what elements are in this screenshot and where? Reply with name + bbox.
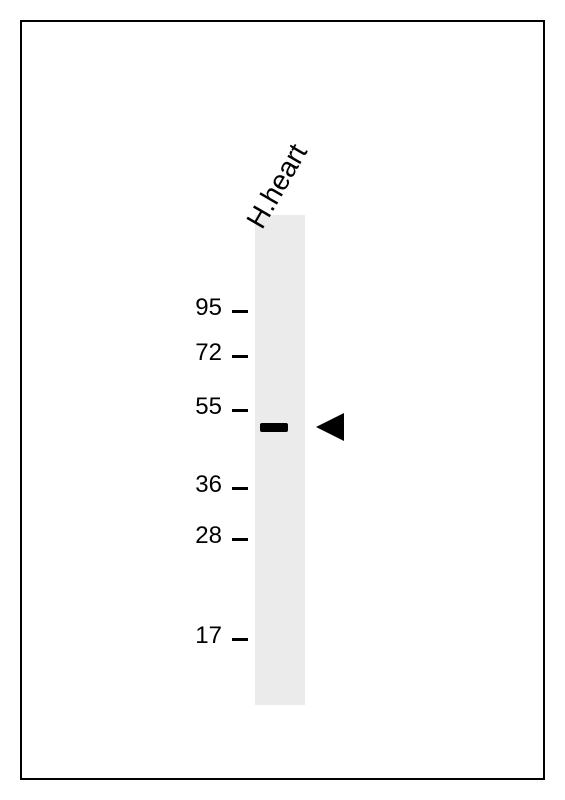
marker-tick-72: [232, 355, 248, 358]
marker-label-36: 36: [195, 471, 222, 499]
blot-lane: [255, 215, 305, 705]
marker-tick-28: [232, 538, 248, 541]
marker-label-55: 55: [195, 393, 222, 421]
band-arrow-icon: [316, 413, 348, 441]
marker-tick-55: [232, 409, 248, 412]
marker-tick-95: [232, 310, 248, 313]
marker-label-28: 28: [195, 522, 222, 550]
marker-label-17: 17: [195, 622, 222, 650]
protein-band: [260, 423, 288, 432]
marker-tick-36: [232, 487, 248, 490]
marker-tick-17: [232, 638, 248, 641]
arrowhead-polygon: [316, 413, 344, 441]
marker-label-72: 72: [195, 339, 222, 367]
marker-label-95: 95: [195, 294, 222, 322]
